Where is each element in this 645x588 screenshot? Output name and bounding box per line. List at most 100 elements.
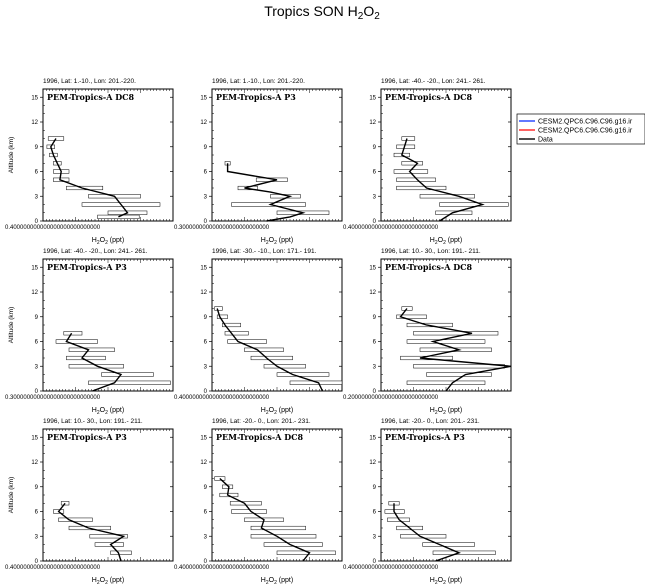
panel-3: 1996, Lat: -40.- -20., Lon: 241.- 261. 0 3… — [343, 78, 512, 246]
xlabel-part: H — [92, 577, 97, 584]
data-profile-line — [400, 138, 485, 222]
error-bar — [406, 380, 486, 385]
xlabel-part: (ppt) — [446, 407, 462, 414]
y-tick-label: 15 — [200, 265, 207, 271]
y-tick-label: 3 — [373, 364, 377, 370]
error-bar — [426, 372, 492, 377]
x-axis-label: H2O2 (ppt) — [261, 237, 293, 246]
xlabel-part: O — [269, 577, 275, 584]
panel-title: 1996, Lat: 10.- 30., Lon: 191.- 211. — [43, 418, 143, 425]
x-axis-label: H2O2 (ppt) — [430, 407, 462, 416]
xlabel-part: O — [438, 407, 444, 414]
y-tick-label: 12 — [200, 290, 207, 296]
y-tick-label: 3 — [35, 534, 39, 540]
x-tick-label: 0.300000000000000000000000000 — [5, 395, 101, 401]
x-axis-label: H2O2 (ppt) — [92, 237, 124, 246]
error-bar — [432, 550, 496, 555]
xlabel-part: 2 — [266, 580, 269, 586]
panel-title: 1996, Lat: 1.-10., Lon: 201.-220. — [43, 78, 136, 85]
x-axis-label: H2O2 (ppt) — [92, 577, 124, 586]
error-bar — [406, 339, 486, 344]
xlabel-part: (ppt) — [446, 577, 462, 584]
error-bar — [227, 339, 267, 344]
xlabel-part: H — [430, 577, 435, 584]
y-tick-label: 0 — [373, 559, 377, 565]
error-bar — [110, 550, 132, 555]
error-bar — [250, 355, 293, 361]
error-bar — [68, 347, 115, 352]
y-tick-label: 3 — [204, 364, 208, 370]
y-tick-label: 3 — [35, 194, 39, 200]
panel-7: 1996, Lat: 10.- 30., Lon: 191.- 211. 0 3 6 9… — [5, 418, 174, 586]
error-bar — [222, 322, 241, 328]
panel-title: 1996, Lat: -40.- -20., Lon: 241.- 261. — [43, 248, 148, 255]
error-bar — [401, 136, 416, 141]
y-tick-label: 15 — [31, 95, 38, 101]
y-tick-label: 15 — [369, 435, 376, 441]
data-profile-line — [57, 502, 126, 562]
error-bar — [55, 339, 98, 344]
xlabel-part: O — [100, 577, 106, 584]
error-bar — [63, 331, 83, 336]
panel-inset-label: PEM-Tropics-A DC8 — [385, 262, 473, 272]
xlabel-part: 2 — [105, 240, 108, 246]
data-profile-line — [393, 503, 461, 562]
data-profile-line — [399, 308, 512, 392]
legend-label: Data — [538, 137, 553, 144]
title-sub1: 2 — [358, 11, 364, 22]
y-tick-label: 6 — [373, 170, 377, 176]
title-sub2: 2 — [374, 11, 380, 22]
error-bar — [419, 194, 475, 199]
panel-8: 1996, Lat: -20.- 0., Lon: 201.- 231. 0 3 6 9… — [174, 418, 343, 586]
error-bar — [276, 372, 330, 377]
panel-title: 1996, Lat: 1.-10., Lon: 201.-220. — [212, 78, 305, 85]
xlabel-part: 2 — [97, 580, 100, 586]
legend: CESM2.QPC6.C96.C96.g16.ir CESM2.QPC6.C96.… — [516, 113, 645, 145]
y-tick-label: 9 — [204, 485, 208, 491]
y-tick-label: 0 — [35, 559, 39, 565]
y-tick-label: 12 — [200, 120, 207, 126]
error-bar — [231, 509, 267, 514]
error-bar — [263, 364, 306, 369]
y-tick-label: 12 — [31, 460, 38, 466]
panel-6: 1996, Lat: 10.- 30., Lon: 191.- 211. 0 3 6 9… — [343, 248, 512, 416]
xlabel-part: 2 — [274, 240, 277, 246]
y-tick-label: 0 — [373, 219, 377, 225]
xlabel-part: 2 — [435, 580, 438, 586]
xlabel-part: 2 — [443, 410, 446, 416]
figure-title: Tropics SON H2O2 — [264, 3, 380, 22]
data-profile-line — [65, 332, 123, 392]
y-tick-label: 0 — [204, 219, 208, 225]
error-bar — [88, 380, 171, 385]
xlabel-part: 2 — [97, 410, 100, 416]
xlabel-part: (ppt) — [108, 577, 124, 584]
xlabel-part: H — [261, 407, 266, 414]
y-tick-label: 12 — [369, 460, 376, 466]
error-bar — [94, 542, 124, 547]
y-tick-label: 3 — [204, 534, 208, 540]
y-tick-label: 15 — [369, 265, 376, 271]
xlabel-part: 2 — [435, 410, 438, 416]
x-tick-label: 0.400000000000000000000000000 — [5, 565, 101, 571]
error-bar — [396, 144, 416, 149]
error-bar — [224, 331, 249, 336]
error-bar — [214, 306, 223, 311]
y-tick-label: 6 — [204, 170, 208, 176]
xlabel-part: 2 — [266, 240, 269, 246]
y-axis-label: Altitude (km) — [8, 307, 15, 343]
y-tick-label: 0 — [204, 559, 208, 565]
title-mid: O — [363, 3, 374, 19]
data-profile-line — [219, 477, 311, 562]
x-tick-label: 0.300000000000000000000000000 — [174, 225, 270, 231]
x-axis-label: H2O2 (ppt) — [261, 407, 293, 416]
xlabel-part: (ppt) — [446, 237, 462, 244]
y-tick-label: 6 — [373, 340, 377, 346]
plot-frame — [42, 428, 174, 562]
error-bar — [216, 314, 228, 319]
panel-1: 1996, Lat: 1.-10., Lon: 201.-220. 0 3 6 9 12 1… — [5, 78, 174, 246]
title-main: Tropics SON H — [264, 3, 358, 19]
error-bar — [396, 185, 447, 191]
panel-title: 1996, Lat: -20.- 0., Lon: 201.- 231. — [381, 418, 480, 425]
y-tick-label: 12 — [31, 120, 38, 126]
